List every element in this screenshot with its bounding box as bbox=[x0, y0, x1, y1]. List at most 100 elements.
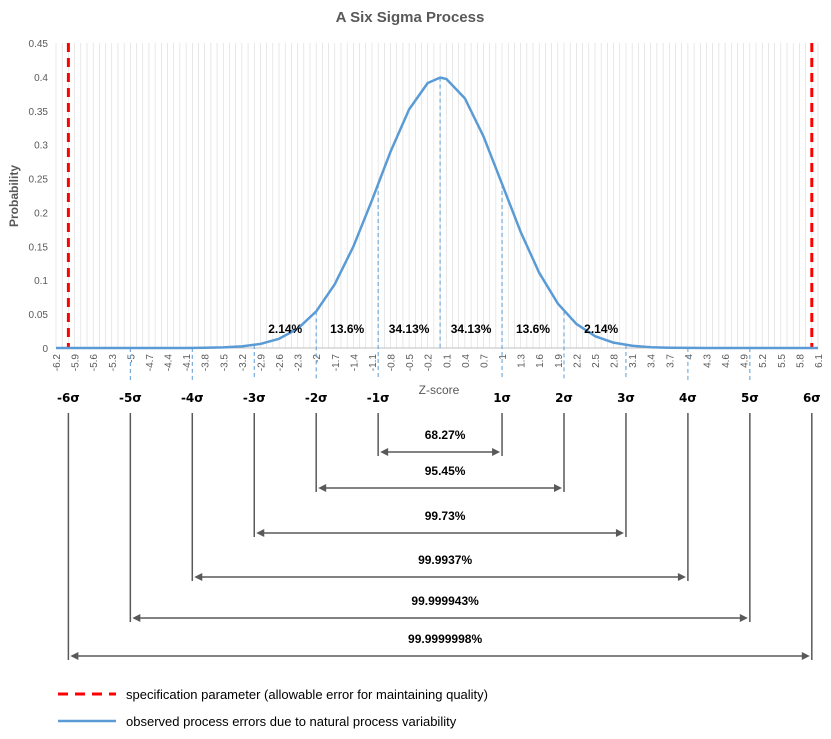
y-tick-label: 0.2 bbox=[34, 208, 48, 219]
sigma-label: 1σ bbox=[493, 391, 511, 405]
sigma-label: -2σ bbox=[305, 391, 328, 405]
arrow-head-left bbox=[70, 652, 79, 660]
sigma-label: 3σ bbox=[617, 391, 635, 405]
region-percent-label: 34.13% bbox=[389, 322, 430, 336]
x-tick-label: 3.4 bbox=[647, 354, 658, 368]
x-axis-label: Z-score bbox=[419, 383, 460, 397]
x-tick-label: -4.4 bbox=[164, 354, 175, 372]
region-percent-label: 13.6% bbox=[516, 322, 550, 336]
arrow-head-left bbox=[194, 573, 203, 581]
x-tick-label: -3.2 bbox=[238, 354, 249, 372]
arrow-head-right bbox=[554, 484, 562, 492]
chart-title: A Six Sigma Process bbox=[336, 9, 485, 26]
sigma-label: -3σ bbox=[243, 391, 266, 405]
y-tick-label: 0.25 bbox=[29, 175, 49, 186]
sigma-label: -5σ bbox=[119, 391, 142, 405]
y-tick-label: 0 bbox=[42, 344, 48, 355]
x-tick-label: -4.1 bbox=[182, 354, 193, 372]
arrow-head-right bbox=[739, 614, 748, 622]
x-tick-label: -0.5 bbox=[405, 354, 416, 372]
y-tick-label: 0.4 bbox=[34, 73, 48, 84]
coverage-percent-label: 99.9999998% bbox=[408, 632, 482, 646]
x-tick-label: -5.6 bbox=[89, 354, 100, 372]
arrow-head-right bbox=[615, 529, 624, 537]
x-tick-label: 5.8 bbox=[795, 354, 806, 368]
x-tick-label: 4.9 bbox=[740, 354, 751, 368]
legend-label: specification parameter (allowable error… bbox=[126, 687, 488, 702]
arrow-head-left bbox=[380, 448, 389, 456]
sigma-label: 4σ bbox=[679, 391, 697, 405]
distribution-curve bbox=[56, 76, 818, 350]
x-tick-label: -1.7 bbox=[331, 354, 342, 372]
region-percent-label: 2.14% bbox=[584, 322, 618, 336]
coverage-percent-label: 99.999943% bbox=[411, 594, 479, 608]
coverage-percent-label: 99.9937% bbox=[418, 553, 472, 567]
y-tick-label: 0.1 bbox=[34, 276, 48, 287]
arrow-head-right bbox=[677, 573, 686, 581]
region-percent-label: 13.6% bbox=[330, 322, 364, 336]
x-tick-label: 6.1 bbox=[814, 354, 825, 368]
y-tick-label: 0.45 bbox=[29, 39, 49, 50]
region-percent-label: 2.14% bbox=[268, 322, 302, 336]
x-tick-label: -1.4 bbox=[349, 354, 360, 372]
x-tick-label: 4 bbox=[684, 354, 695, 360]
x-tick-label: 1.3 bbox=[517, 354, 528, 368]
y-axis-ticks: 0 0.05 0.1 0.15 0.2 0.25 0.3 0.35 0.4 0.45 bbox=[29, 39, 49, 355]
x-tick-label: -4.7 bbox=[145, 354, 156, 372]
x-tick-label: 3.7 bbox=[665, 354, 676, 368]
arrow-head-left bbox=[132, 614, 141, 622]
region-percent-label: 34.13% bbox=[451, 322, 492, 336]
x-tick-label: -5 bbox=[126, 354, 137, 363]
distribution-line bbox=[56, 76, 818, 350]
y-tick-label: 0.15 bbox=[29, 242, 49, 253]
coverage-percent-label: 99.73% bbox=[425, 509, 466, 523]
sigma-label: -4σ bbox=[181, 391, 204, 405]
region-divider-lines bbox=[129, 77, 751, 380]
grid-lines bbox=[55, 43, 819, 349]
x-tick-label: 2.2 bbox=[572, 354, 583, 368]
x-tick-label: 5.2 bbox=[758, 354, 769, 368]
sigma-label: -1σ bbox=[367, 391, 390, 405]
arrow-head-left bbox=[256, 529, 265, 537]
x-tick-label: -2.3 bbox=[294, 354, 305, 372]
coverage-percent-label: 68.27% bbox=[425, 428, 466, 442]
x-tick-label: -6.2 bbox=[52, 354, 63, 372]
region-percent-labels: 2.14% 13.6% 34.13% 34.13% 13.6% 2.14% bbox=[268, 322, 618, 336]
arrow-head-right bbox=[492, 448, 501, 456]
x-tick-label: 1.6 bbox=[535, 354, 546, 368]
x-tick-label: 1 bbox=[498, 354, 509, 360]
arrow-head-left bbox=[318, 484, 327, 492]
y-tick-label: 0.35 bbox=[29, 107, 49, 118]
sigma-label: 5σ bbox=[741, 391, 759, 405]
x-tick-label: 4.6 bbox=[721, 354, 732, 368]
legend: specification parameter (allowable error… bbox=[58, 687, 488, 729]
x-tick-label: -5.3 bbox=[108, 354, 119, 372]
y-tick-label: 0.3 bbox=[34, 141, 48, 152]
x-tick-label: -3.8 bbox=[201, 354, 212, 372]
x-tick-label: 4.3 bbox=[702, 354, 713, 368]
x-tick-label: -1.1 bbox=[368, 354, 379, 372]
x-tick-label: -0.8 bbox=[387, 354, 398, 372]
x-tick-label: 5.5 bbox=[777, 354, 788, 368]
y-axis-label: Probability bbox=[7, 165, 21, 227]
x-tick-label: -2 bbox=[312, 354, 323, 363]
x-tick-label: 2.8 bbox=[610, 354, 621, 368]
x-tick-label: 1.9 bbox=[554, 354, 565, 368]
sigma-label: 6σ bbox=[803, 391, 821, 405]
sigma-labels: -6σ -5σ -4σ -3σ -2σ -1σ 1σ 2σ 3σ 4σ 5σ 6σ bbox=[57, 391, 821, 405]
arrow-head-right bbox=[801, 652, 810, 660]
y-tick-label: 0.05 bbox=[29, 310, 49, 321]
sigma-label: 2σ bbox=[555, 391, 573, 405]
coverage-brackets: 68.27% 95.45% 99.73% 99.9937% 99.999943% 99.9… bbox=[67, 413, 813, 660]
x-tick-label: 2.5 bbox=[591, 354, 602, 368]
x-tick-label: 0.7 bbox=[479, 354, 490, 368]
x-tick-label: -5.9 bbox=[71, 354, 82, 372]
x-tick-label: -2.9 bbox=[256, 354, 267, 372]
x-tick-label: 0.4 bbox=[461, 354, 472, 368]
x-tick-label: -2.6 bbox=[275, 354, 286, 372]
x-tick-label: 3.1 bbox=[628, 354, 639, 368]
x-tick-label: -3.5 bbox=[219, 354, 230, 372]
x-tick-label: 0.1 bbox=[442, 354, 453, 368]
x-axis-ticks: -6.2 -5.9 -5.6 -5.3 -5 -4.7 -4.4 -4.1 -3.8 -3.5 -3… bbox=[52, 354, 825, 372]
